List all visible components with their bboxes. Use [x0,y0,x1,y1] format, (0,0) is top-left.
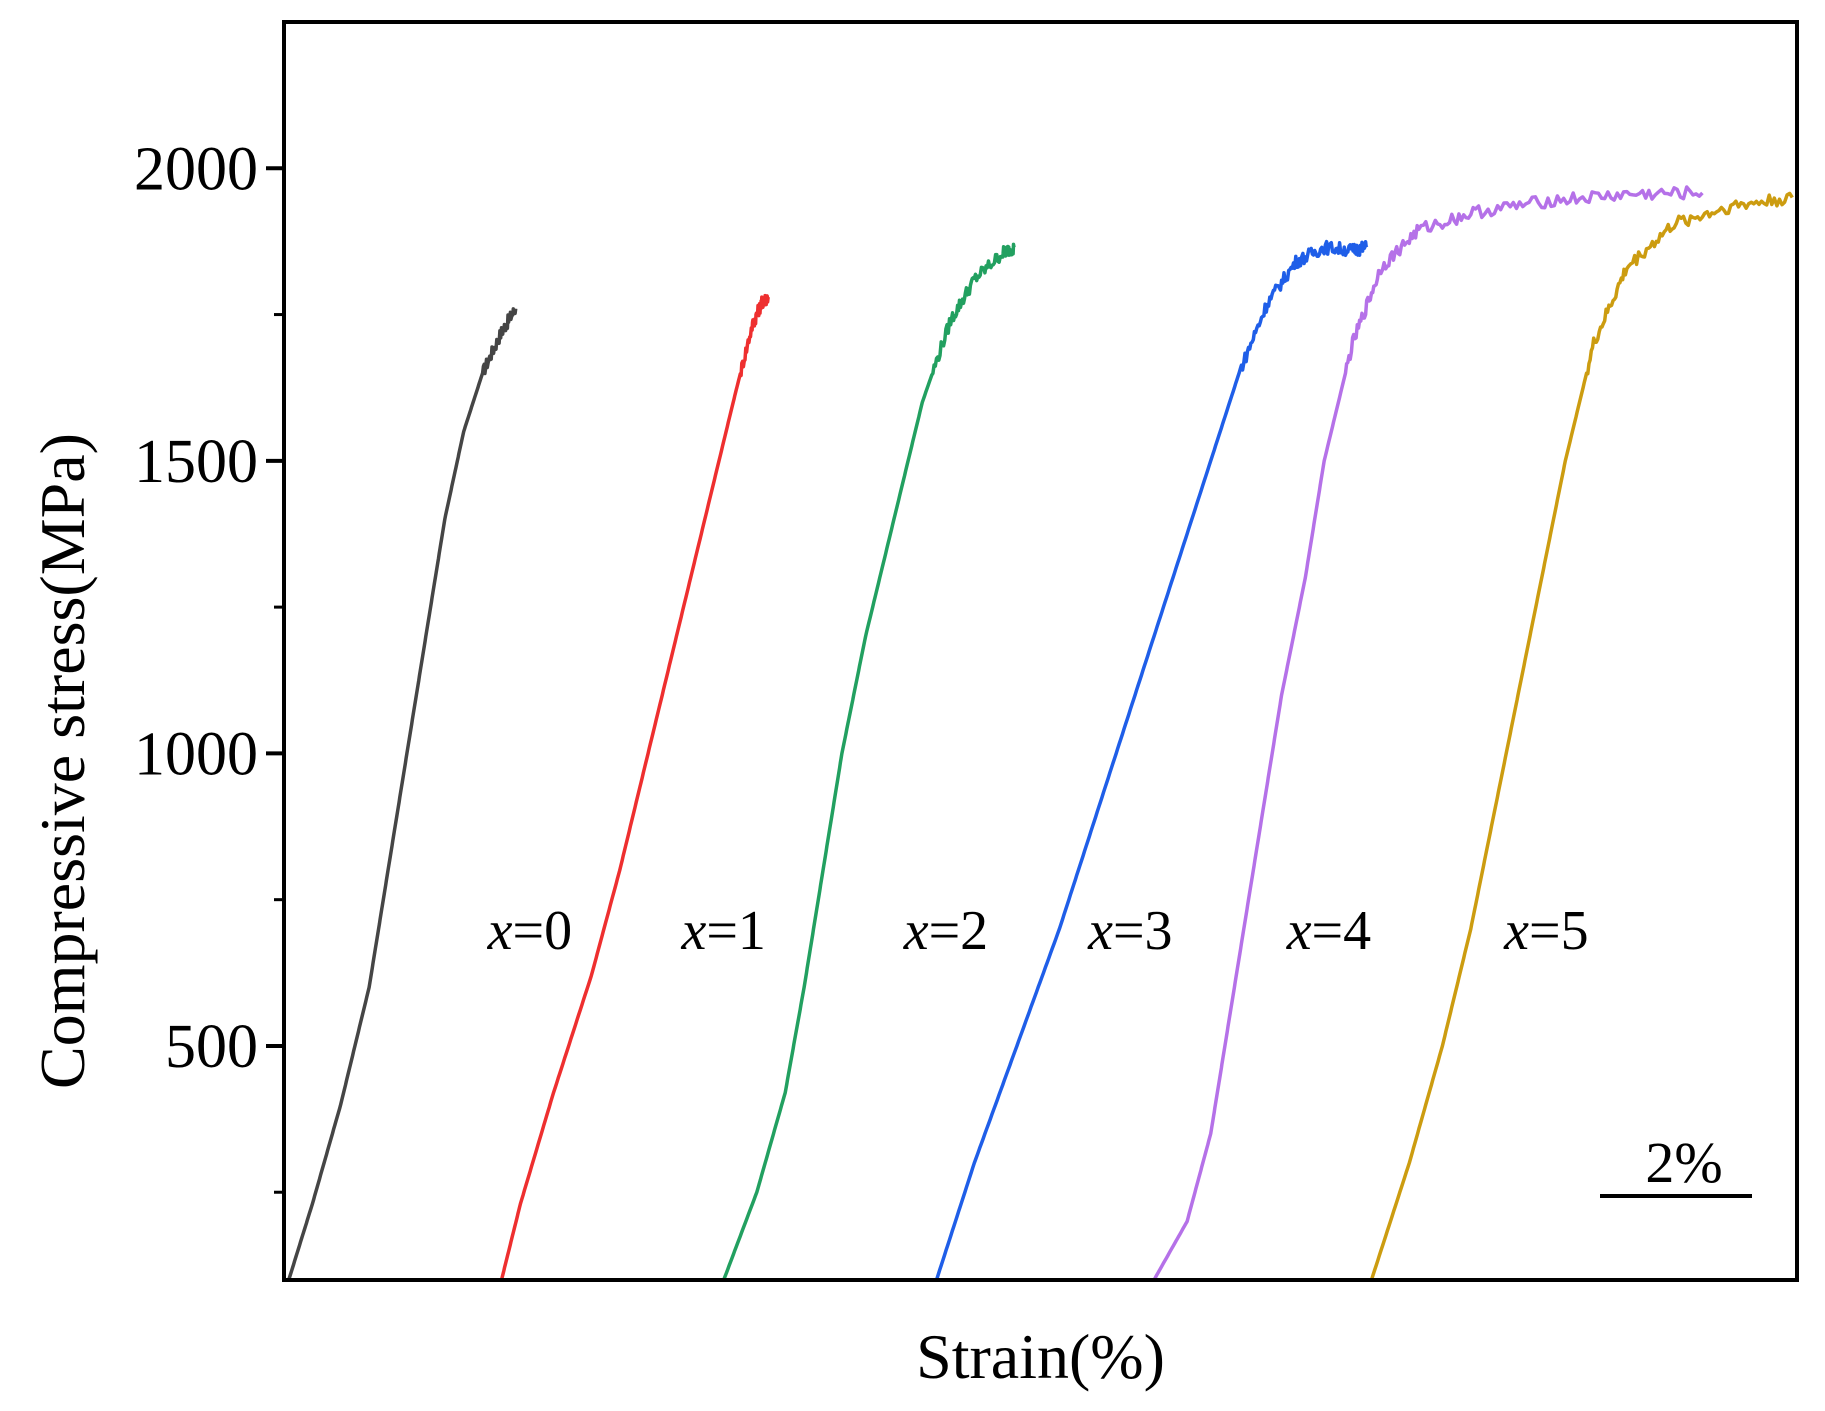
y-axis-title: Compressive stress(MPa) [27,433,98,1089]
series-line-5 [1369,191,1794,1281]
series-line-1 [499,293,770,1281]
series-line-3 [934,239,1369,1281]
series-line-4 [1152,185,1704,1281]
y-tick-labels: 500 1000 1500 2000 [134,135,258,1081]
x-axis-title: Strain(%) [916,1321,1165,1392]
scale-bar-label: 2% [1645,1130,1722,1195]
curve-label: x=4 [1286,900,1371,962]
curve-labels: x=0 x=1 x=2 x=3 x=4 x=5 [487,900,1589,962]
y-tick-label: 1500 [134,428,258,496]
y-tick-label: 2000 [134,135,258,203]
y-tick-label: 1000 [134,720,258,788]
y-tick-label: 500 [165,1013,258,1081]
curve-group [287,185,1794,1281]
series-line-0 [287,307,518,1281]
curve-label: x=1 [680,900,765,962]
curve-label: x=2 [903,900,988,962]
curve-label: x=3 [1087,900,1172,962]
curve-label: x=5 [1503,900,1588,962]
major-tick-group [266,166,284,1048]
plot-frame [282,20,1799,1282]
series-line-2 [722,242,1016,1281]
curve-label: x=0 [487,900,572,962]
